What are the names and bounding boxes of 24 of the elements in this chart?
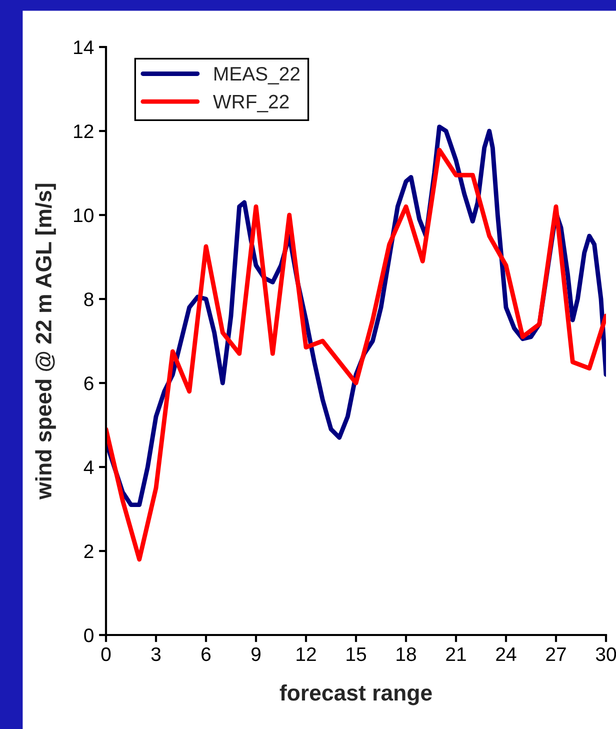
x-tick-label: 12 — [296, 647, 316, 661]
legend-label: MEAS_22 — [214, 66, 300, 84]
x-axis-title: forecast range — [280, 684, 432, 706]
y-axis-title: wind speed @ 22 m AGL [m/s] — [35, 184, 56, 500]
x-tick-label: 18 — [396, 647, 416, 662]
y-tick-label: 6 — [84, 376, 94, 390]
y-tick-label: 14 — [74, 40, 94, 54]
x-tick-label: 27 — [546, 647, 566, 661]
x-tick-label: 9 — [252, 647, 260, 662]
line-series — [106, 148, 606, 562]
y-tick-label: 10 — [74, 208, 94, 222]
y-tick-label: 8 — [84, 292, 94, 306]
x-tick-label: 30 — [596, 647, 616, 662]
y-tick-label: 2 — [84, 544, 94, 558]
y-tick-label: 0 — [84, 628, 94, 642]
x-tick-label: 21 — [446, 647, 466, 661]
x-tick-label: 3 — [151, 647, 161, 662]
y-tick-label: 12 — [74, 124, 94, 138]
x-tick-label: 6 — [202, 647, 211, 662]
x-tick-label: 15 — [346, 648, 366, 662]
x-tick-label: 0 — [101, 647, 111, 662]
legend-label: WRF_22 — [213, 94, 289, 112]
y-tick-label: 4 — [84, 460, 94, 474]
x-tick-label: 24 — [496, 647, 516, 661]
